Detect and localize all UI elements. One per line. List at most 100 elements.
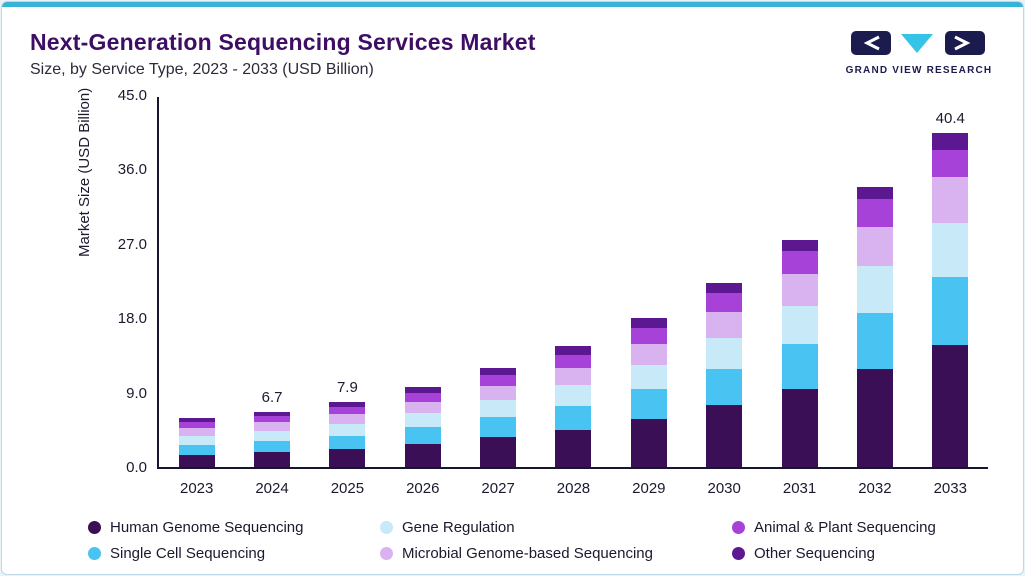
bar-segment bbox=[630, 343, 667, 365]
bar-segment bbox=[706, 312, 743, 339]
x-tick-label: 2032 bbox=[858, 480, 892, 497]
x-tick-label: 2030 bbox=[707, 480, 741, 497]
bar-segment bbox=[404, 392, 441, 402]
bar-segment bbox=[178, 454, 215, 467]
bar-segment bbox=[706, 368, 743, 405]
brand-logo: GRAND VIEW RESEARCH bbox=[843, 29, 995, 76]
plot-area: 0.0 9.0 18.0 27.0 36.0 45.0 2023 6.7 2024 7.9 202… bbox=[118, 87, 988, 497]
bar-2024: 6.7 2024 bbox=[254, 389, 291, 497]
bar-segment bbox=[480, 417, 517, 438]
bar-segment bbox=[480, 375, 517, 387]
bars-row: 2023 6.7 2024 7.9 2025 2026 2027 2028 2029 2030 20… bbox=[159, 97, 988, 497]
legend-label: Human Genome Sequencing bbox=[110, 519, 304, 536]
bar-2025: 7.9 2025 bbox=[329, 379, 366, 497]
bar-2026: 2026 bbox=[404, 386, 441, 497]
bar-segment bbox=[932, 344, 969, 467]
logo-mark-icon bbox=[851, 31, 985, 55]
bar-segment bbox=[254, 411, 291, 416]
x-tick-label: 2027 bbox=[481, 480, 515, 497]
bar-2031: 2031 bbox=[781, 239, 818, 497]
bar-segment bbox=[329, 414, 366, 425]
bar-2027: 2027 bbox=[480, 367, 517, 497]
bar-segment bbox=[932, 276, 969, 345]
legend-item: Gene Regulation bbox=[380, 519, 732, 536]
bar-segment bbox=[178, 428, 215, 436]
bar-segment bbox=[856, 186, 893, 200]
bar-segment bbox=[178, 444, 215, 455]
bar-segment bbox=[630, 419, 667, 467]
bar-segment bbox=[630, 328, 667, 344]
bar-segment bbox=[480, 367, 517, 376]
bar-segment bbox=[480, 400, 517, 418]
top-accent-bar bbox=[2, 2, 1023, 7]
legend-dot-icon bbox=[88, 521, 101, 534]
bar-2023: 2023 bbox=[178, 418, 215, 497]
legend-label: Animal & Plant Sequencing bbox=[754, 519, 936, 536]
bar-segment bbox=[254, 452, 291, 467]
bar-segment bbox=[781, 274, 818, 306]
bar-value-label: 7.9 bbox=[336, 378, 358, 396]
legend-dot-icon bbox=[88, 547, 101, 560]
bar-segment bbox=[404, 427, 441, 444]
chart: Market Size (USD Billion) 0.0 9.0 18.0 27.0… bbox=[2, 87, 1023, 562]
bar-segment bbox=[254, 422, 291, 431]
legend-item: Human Genome Sequencing bbox=[88, 519, 380, 536]
x-tick-label: 2028 bbox=[556, 480, 591, 497]
page-subtitle: Size, by Service Type, 2023 - 2033 (USD … bbox=[30, 61, 374, 78]
bar-segment bbox=[555, 345, 592, 355]
bar-segment bbox=[706, 293, 743, 313]
bar-segment bbox=[329, 424, 366, 436]
bar-segment bbox=[555, 385, 592, 406]
x-tick-label: 2033 bbox=[933, 480, 967, 497]
bar-segment bbox=[555, 429, 592, 467]
bar-segment bbox=[932, 176, 969, 224]
bar-value-label: 40.4 bbox=[935, 110, 965, 128]
x-tick-label: 2025 bbox=[330, 480, 365, 497]
bar-segment bbox=[932, 149, 969, 177]
bar-segment bbox=[329, 406, 366, 415]
bar-segment bbox=[630, 318, 667, 329]
bar-segment bbox=[932, 223, 969, 277]
bar-segment bbox=[781, 239, 818, 252]
bar-segment bbox=[480, 437, 517, 467]
y-tick-label: 18.0 bbox=[117, 310, 147, 328]
legend-dot-icon bbox=[732, 521, 745, 534]
y-axis-title: Market Size (USD Billion) bbox=[76, 87, 93, 257]
bar-segment bbox=[178, 418, 215, 423]
y-tick-label: 27.0 bbox=[117, 235, 147, 253]
y-tick-label: 9.0 bbox=[126, 384, 147, 402]
legend-dot-icon bbox=[380, 547, 393, 560]
bar-2033: 40.4 2033 bbox=[932, 110, 969, 497]
legend-label: Other Sequencing bbox=[754, 545, 875, 562]
bar-segment bbox=[856, 313, 893, 370]
bar-2029: 2029 bbox=[630, 318, 667, 497]
plot-wrap: 0.0 9.0 18.0 27.0 36.0 45.0 2023 6.7 2024 7.9 202… bbox=[118, 87, 988, 497]
bar-segment bbox=[254, 440, 291, 453]
chart-legend: Human Genome Sequencing Gene Regulation An… bbox=[88, 519, 1003, 562]
legend-dot-icon bbox=[732, 547, 745, 560]
bar-segment bbox=[404, 413, 441, 428]
legend-item: Animal & Plant Sequencing bbox=[732, 519, 1003, 536]
x-tick-label: 2024 bbox=[255, 480, 289, 497]
x-tick-label: 2026 bbox=[406, 480, 440, 497]
legend-label: Gene Regulation bbox=[402, 519, 515, 536]
logo-text: GRAND VIEW RESEARCH bbox=[845, 65, 993, 76]
bar-segment bbox=[856, 199, 893, 228]
y-tick-label: 45.0 bbox=[117, 87, 147, 104]
bar-segment bbox=[706, 405, 743, 467]
bar-segment bbox=[856, 227, 893, 267]
bar-segment bbox=[329, 401, 366, 407]
bar-2032: 2032 bbox=[856, 186, 893, 497]
bar-segment bbox=[254, 430, 291, 441]
bar-segment bbox=[178, 422, 215, 429]
bar-segment bbox=[555, 367, 592, 386]
x-tick-label: 2031 bbox=[782, 480, 817, 497]
legend-item: Other Sequencing bbox=[732, 545, 1003, 562]
bar-segment bbox=[329, 435, 366, 449]
bar-2030: 2030 bbox=[706, 282, 743, 497]
legend-dot-icon bbox=[380, 521, 393, 534]
legend-label: Microbial Genome-based Sequencing bbox=[402, 545, 653, 562]
bar-segment bbox=[480, 386, 517, 401]
bar-value-label: 6.7 bbox=[261, 388, 283, 406]
